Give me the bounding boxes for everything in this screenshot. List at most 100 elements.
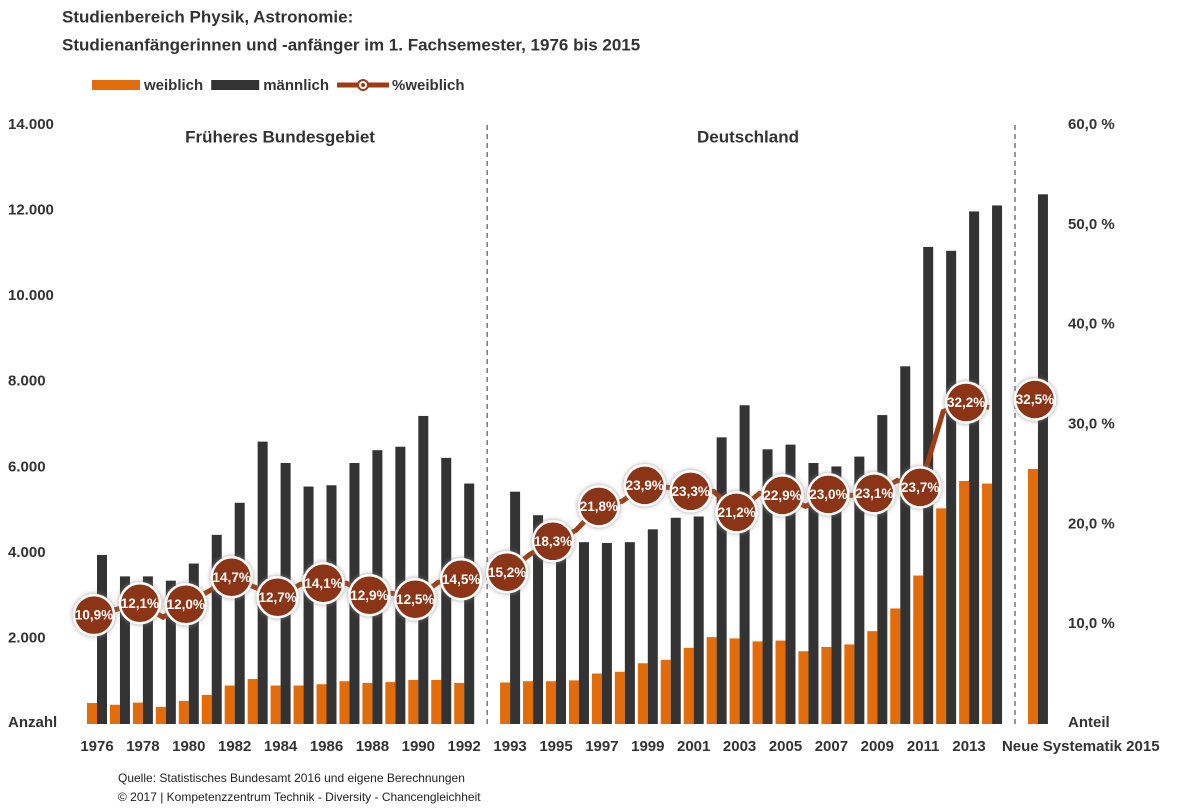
- legend-label: männlich: [263, 77, 329, 94]
- value-label: 12,0%: [167, 597, 205, 612]
- bar: [844, 644, 855, 724]
- value-label: 10,9%: [75, 608, 113, 623]
- x-tick-label: 1986: [310, 738, 343, 755]
- x-tick-label: 2011: [907, 738, 940, 755]
- bar: [647, 529, 658, 724]
- point-marker: [761, 474, 804, 517]
- bar: [798, 651, 809, 724]
- bar: [224, 685, 235, 724]
- point-marker: [302, 561, 345, 605]
- bar: [578, 542, 589, 724]
- chart-title: Studienbereich Physik, Astronomie:: [62, 7, 353, 26]
- x-tick-label: 2007: [815, 738, 848, 755]
- y-tick-label: 12.000: [8, 202, 54, 219]
- value-label: 12,9%: [350, 588, 388, 603]
- x-tick-label: 2001: [677, 738, 710, 755]
- bar: [109, 704, 120, 724]
- value-label: 21,2%: [717, 505, 755, 520]
- bar: [660, 659, 671, 724]
- bar: [303, 486, 314, 724]
- y2-tick-label: 30,0 %: [1068, 415, 1115, 432]
- bar: [431, 679, 442, 724]
- bar: [362, 682, 373, 724]
- x-tick-label: 2009: [861, 738, 894, 755]
- value-label: 23,3%: [672, 484, 710, 499]
- bar: [142, 576, 153, 724]
- y2-tick-label: 60,0 %: [1068, 116, 1115, 133]
- x-tick-label: 1978: [126, 738, 159, 755]
- legend-label: weiblich: [143, 77, 203, 94]
- point-marker: [485, 551, 529, 594]
- bar: [591, 673, 602, 724]
- x-tick-label: 1984: [264, 738, 298, 755]
- bar: [132, 702, 143, 724]
- bar: [624, 542, 635, 724]
- bar: [188, 563, 199, 724]
- bar: [510, 491, 521, 724]
- bar: [969, 211, 980, 725]
- source: © 2017 | Kompetenzzentrum Technik - Dive…: [118, 790, 481, 804]
- point-marker: [439, 557, 483, 601]
- point-marker: [164, 582, 208, 626]
- x-tick-label: 2005: [769, 738, 802, 755]
- bar: [706, 637, 717, 724]
- value-label: 23,7%: [901, 480, 939, 495]
- y-tick-label: 6.000: [8, 458, 46, 475]
- legend-swatch: [361, 83, 366, 87]
- bar: [234, 502, 245, 724]
- y-tick-label: 2.000: [8, 629, 46, 646]
- point-marker: [669, 470, 712, 513]
- y-tick-label: 4.000: [8, 544, 46, 561]
- bar: [946, 250, 957, 725]
- bar: [201, 694, 212, 724]
- bar: [418, 415, 429, 724]
- bar: [831, 466, 842, 724]
- x-tick-label: 1992: [448, 738, 481, 755]
- annotation: Deutschland: [697, 127, 799, 146]
- y-tick-label: 8.000: [8, 373, 46, 390]
- value-label: 18,3%: [534, 534, 572, 549]
- x-tick-label: 1993: [493, 738, 526, 755]
- bar: [533, 515, 544, 724]
- x-tick-label: 1982: [218, 738, 251, 755]
- bar: [326, 485, 337, 724]
- bar: [247, 679, 258, 724]
- x-tick-label: 2013: [952, 738, 985, 755]
- y2-tick-label: 40,0 %: [1068, 316, 1115, 333]
- bar: [97, 554, 107, 724]
- y2-tick-label: 20,0 %: [1068, 515, 1115, 532]
- legend-swatch: [92, 80, 140, 90]
- bar: [293, 685, 304, 724]
- point-marker: [531, 520, 575, 563]
- value-label: 22,9%: [763, 488, 801, 503]
- bar: [87, 703, 97, 724]
- value-label: 23,1%: [855, 486, 893, 501]
- bar: [408, 679, 419, 724]
- point-marker: [944, 381, 988, 424]
- bar: [739, 405, 750, 724]
- point-marker: [853, 472, 896, 515]
- y-tick-label: 10.000: [8, 287, 54, 304]
- point-marker: [118, 581, 162, 625]
- y2-tick-label: 50,0 %: [1068, 216, 1115, 233]
- bar: [119, 576, 130, 724]
- point-marker: [577, 485, 621, 528]
- bar: [775, 640, 786, 724]
- bar: [178, 700, 189, 724]
- bar: [155, 706, 166, 724]
- point-marker: [1013, 378, 1057, 421]
- point-marker: [623, 464, 667, 507]
- value-label: 32,2%: [947, 395, 985, 410]
- bar: [877, 415, 888, 724]
- value-label: 23,0%: [809, 487, 847, 502]
- x-tick-label: 1976: [80, 738, 113, 755]
- point-marker: [715, 491, 758, 534]
- bar: [316, 684, 327, 724]
- bar: [165, 580, 176, 724]
- bar: [1037, 194, 1048, 724]
- bar: [556, 548, 566, 724]
- annotation: Früheres Bundesgebiet: [185, 127, 375, 146]
- point-marker: [72, 593, 116, 637]
- bar: [890, 608, 901, 724]
